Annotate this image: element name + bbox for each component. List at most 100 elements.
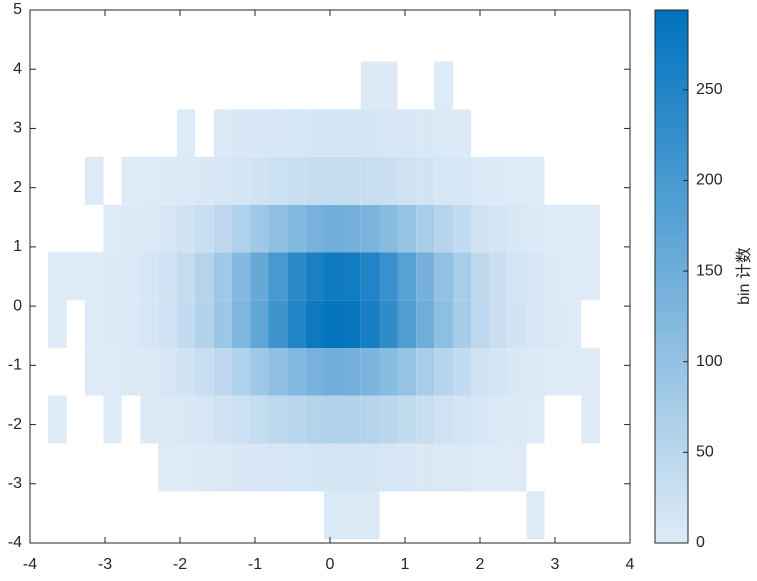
bin-cell <box>434 395 453 444</box>
bin-cell <box>103 204 122 253</box>
bin-cell <box>379 204 398 253</box>
colorbar <box>654 9 689 544</box>
bin-cell <box>305 252 324 301</box>
bin-cell <box>397 156 417 205</box>
bin-cell <box>213 204 232 253</box>
bin-cell <box>453 156 471 205</box>
bin-cell <box>471 395 490 444</box>
bin-cell <box>397 395 417 444</box>
bin-cell <box>177 109 195 157</box>
bin-cell <box>489 300 508 349</box>
bin-cell <box>507 443 527 492</box>
bin-cell <box>231 252 251 301</box>
bin-cell <box>471 443 490 492</box>
bin-cell <box>213 252 232 301</box>
bin-cell <box>84 348 104 396</box>
bin-cell <box>84 252 104 301</box>
bin-cell <box>471 252 490 301</box>
bin-cell <box>140 252 159 301</box>
y-tick-label: -4 <box>8 534 22 551</box>
bin-cell <box>305 204 324 253</box>
bin-cell <box>526 156 545 205</box>
bin-cell <box>434 156 453 205</box>
bin-cell <box>268 348 288 396</box>
bin-cell <box>250 156 269 205</box>
bin-cell <box>397 300 417 349</box>
y-tick-label: 4 <box>13 60 22 77</box>
bin-cell <box>434 61 453 110</box>
bin-cell <box>453 348 471 396</box>
bin-cell <box>66 252 85 301</box>
bin-cell <box>305 156 324 205</box>
bin-cell <box>416 348 435 396</box>
bin-cell <box>324 109 342 157</box>
bin-cell <box>121 348 141 396</box>
bin-cell <box>324 204 342 253</box>
bin-cell <box>140 395 159 444</box>
bin-cell <box>471 300 490 349</box>
bin-cell <box>84 300 104 349</box>
bin-cell <box>177 156 195 205</box>
bin-cell <box>213 348 232 396</box>
bin-cell <box>342 443 361 492</box>
bin-cell <box>287 109 306 157</box>
bin-cell <box>177 300 195 349</box>
bin-cell <box>360 348 380 396</box>
bin-cell <box>305 109 324 157</box>
bin-cell <box>213 300 232 349</box>
bin-cell <box>544 300 564 349</box>
bin-cell <box>434 252 453 301</box>
y-tick-label: 0 <box>13 297 22 314</box>
bin-cell <box>268 252 288 301</box>
x-tick-label: -1 <box>248 556 262 573</box>
bin-cell <box>379 156 398 205</box>
bin-cell <box>360 300 380 349</box>
bin-cell <box>195 300 214 349</box>
bin-cell <box>140 348 159 396</box>
bin-cell <box>379 348 398 396</box>
bin-cell <box>324 156 342 205</box>
bin-cell <box>416 300 435 349</box>
bin-cell <box>416 395 435 444</box>
bin-cell <box>360 395 380 444</box>
bin-cell <box>581 348 600 396</box>
colorbar-tick-label: 50 <box>696 444 714 461</box>
bin-cell <box>195 156 214 205</box>
bin-cell <box>453 395 471 444</box>
y-tick-label: -3 <box>8 475 22 492</box>
bin-cell <box>103 348 122 396</box>
bin-cell <box>342 348 361 396</box>
x-tick-label: 1 <box>401 556 410 573</box>
bin-cell <box>140 156 159 205</box>
bin-cell <box>489 443 508 492</box>
x-tick-label: -3 <box>98 556 112 573</box>
bin-cell <box>360 61 380 110</box>
bin-cell <box>397 204 417 253</box>
bin-cell <box>379 61 398 110</box>
bin-cell <box>158 204 177 253</box>
bin-cell <box>544 348 564 396</box>
bin-cell <box>324 252 342 301</box>
bin-cell <box>305 348 324 396</box>
bin-cell <box>489 348 508 396</box>
bin-cell <box>158 252 177 301</box>
bin-cell <box>434 348 453 396</box>
x-tick-label: 3 <box>551 556 560 573</box>
bin-cell <box>416 443 435 492</box>
bin-cell <box>416 156 435 205</box>
bin-cell <box>471 348 490 396</box>
bin-cell <box>231 156 251 205</box>
bin-cell <box>342 395 361 444</box>
colorbar-tick-label: 200 <box>696 172 723 189</box>
bin-cell <box>140 204 159 253</box>
bin-cell <box>48 252 67 301</box>
bin-cell <box>268 300 288 349</box>
bin-cell <box>324 491 342 540</box>
bin-cell <box>287 348 306 396</box>
bin-cell <box>177 348 195 396</box>
bin-cell <box>581 252 600 301</box>
colorbar-tick-label: 0 <box>696 534 705 551</box>
bin-cell <box>177 395 195 444</box>
bin-cell <box>360 491 380 540</box>
